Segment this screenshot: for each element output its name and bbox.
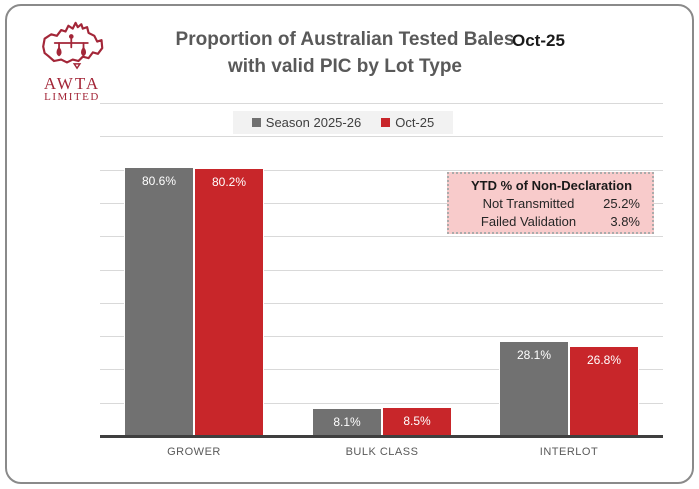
chart-title: Proportion of Australian Tested Bales wi… — [135, 26, 555, 80]
bar-season-2025-26-interlot: 28.1% — [499, 342, 569, 436]
bar-oct-25-bulk-class: 8.5% — [382, 408, 452, 436]
awta-logo: AWTA LIMITED — [34, 16, 110, 103]
bar-value-label: 8.5% — [403, 414, 431, 428]
category-label-interlot: INTERLOT — [539, 446, 599, 458]
chart-title-line1: Proportion of Australian Tested Bales — [175, 29, 515, 50]
ytd-non-declaration-box: YTD % of Non-Declaration Not Transmitted… — [447, 172, 654, 234]
ytd-row-value: 3.8% — [610, 214, 640, 229]
bar-value-label: 28.1% — [516, 348, 552, 362]
ytd-row-label: Failed Validation — [480, 214, 577, 229]
gridline — [100, 270, 663, 271]
bar-season-2025-26-bulk-class: 8.1% — [312, 409, 382, 436]
ytd-row-value: 25.2% — [603, 196, 640, 211]
australia-map-scales-icon — [42, 21, 104, 70]
legend-label-month: Oct-25 — [395, 115, 435, 130]
gridline — [100, 203, 663, 204]
chart-title-line2: with valid PIC by Lot Type — [227, 56, 462, 77]
bar-value-label: 80.2% — [211, 175, 247, 189]
legend-swatch-gray — [251, 118, 261, 127]
ytd-row-label: Not Transmitted — [482, 196, 575, 211]
gridline — [100, 403, 663, 404]
gridline — [100, 236, 663, 237]
category-label-grower: GROWER — [167, 446, 221, 458]
gridline — [100, 103, 663, 104]
gridline — [100, 170, 663, 171]
bar-value-label: 8.1% — [333, 415, 361, 429]
gridline — [100, 136, 663, 137]
gridline — [100, 336, 663, 337]
x-axis-line — [100, 435, 663, 438]
ytd-row-not-transmitted: Not Transmitted 25.2% — [463, 195, 640, 213]
legend-label-season: Season 2025-26 — [265, 115, 362, 130]
gridline — [100, 369, 663, 370]
bar-oct-25-interlot: 26.8% — [569, 347, 639, 436]
bar-season-2025-26-grower: 80.6% — [124, 168, 194, 436]
legend-item-season: Season 2025-26 — [251, 115, 362, 130]
ytd-box-title: YTD % of Non-Declaration — [470, 178, 633, 193]
bar-value-label: 80.6% — [141, 174, 177, 188]
legend-item-month: Oct-25 — [381, 115, 434, 130]
report-month-label: Oct-25 — [512, 31, 565, 50]
chart-legend: Season 2025-26 Oct-25 — [233, 111, 453, 134]
logo-suffix-text: LIMITED — [44, 91, 100, 103]
bar-oct-25-grower: 80.2% — [194, 169, 264, 436]
shield-icon — [72, 63, 82, 70]
category-label-bulk-class: BULK CLASS — [345, 446, 419, 458]
ytd-row-failed-validation: Failed Validation 3.8% — [463, 213, 640, 231]
bar-value-label: 26.8% — [586, 353, 622, 367]
logo-org-text: AWTA — [43, 74, 101, 93]
gridline — [100, 303, 663, 304]
legend-swatch-red — [381, 118, 391, 127]
